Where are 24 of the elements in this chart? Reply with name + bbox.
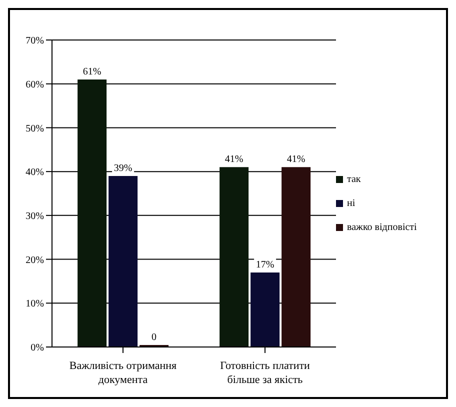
bar [282,167,311,347]
bar [220,167,249,347]
x-tick-label: Важливість отримання документа [69,360,177,386]
bar [78,79,107,347]
bar [108,176,138,347]
legend-label: ні [347,198,356,208]
legend-label: важко відповісті [347,222,417,232]
y-tick-label: 20% [26,254,44,266]
y-tick-label: 0% [30,342,44,354]
data-label: 61% [82,66,102,78]
data-label: 41% [224,154,244,166]
y-tick-label: 50% [26,123,44,134]
data-label: 39% [114,162,132,174]
legend-label: так [347,174,361,184]
data-label: 0 [152,332,157,343]
y-tick-label: 40% [26,167,44,178]
y-tick-label: 60% [26,79,44,90]
y-tick-label: 70% [26,36,44,47]
y-tick-label: 10% [26,298,44,310]
data-label: 17% [256,259,274,270]
y-tick-label: 30% [26,210,44,222]
x-tick-label: Готовність платити більше за якість [220,360,310,386]
data-label: 41% [286,154,306,166]
bar [250,272,280,347]
